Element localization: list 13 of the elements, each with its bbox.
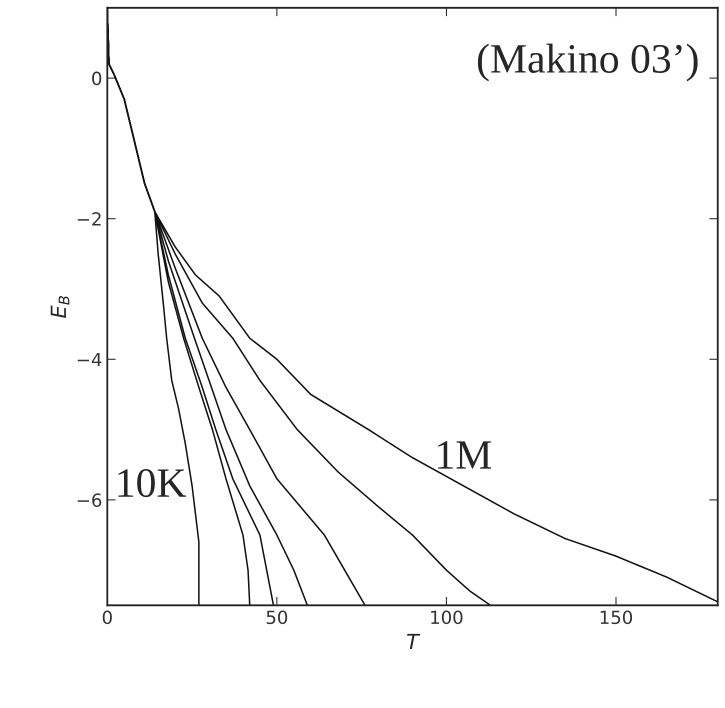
y-tick-label: −6 <box>78 493 102 508</box>
x-tick-label: 0 <box>102 610 112 624</box>
y-tick-label: −2 <box>78 212 101 226</box>
annotation: 10K <box>118 469 186 498</box>
x-tick-label: 150 <box>600 610 632 624</box>
annotation: (Makino 03’) <box>478 44 698 82</box>
x-tick-label: 100 <box>431 610 462 624</box>
x-tick-label: 50 <box>266 610 288 624</box>
y-tick-label: 0 <box>92 72 102 86</box>
y-axis-title: E$_{B}$ <box>50 296 70 318</box>
annotation: 1M <box>438 441 492 469</box>
x-axis-title: T <box>407 634 420 650</box>
y-tick-label: −4 <box>78 352 102 366</box>
